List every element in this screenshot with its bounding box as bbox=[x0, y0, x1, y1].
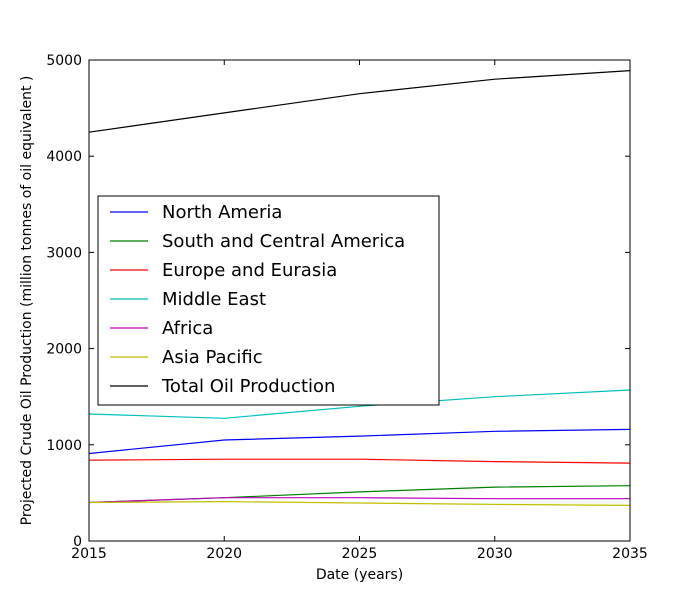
series-layer bbox=[88, 70, 631, 506]
y-axis-label: Projected Crude Oil Production (million … bbox=[19, 76, 35, 526]
x-axis-label: Date (years) bbox=[316, 567, 403, 583]
legend-label-2: Europe and Eurasia bbox=[162, 260, 337, 281]
legend-label-3: Middle East bbox=[162, 289, 266, 310]
x-tick-label: 2020 bbox=[206, 546, 242, 562]
legend: North Ameria South and Central America Eur… bbox=[97, 195, 440, 406]
x-tick-label: 2030 bbox=[477, 546, 513, 562]
legend-label-1: South and Central America bbox=[162, 231, 405, 252]
series-line-4 bbox=[88, 497, 630, 504]
legend-box bbox=[97, 195, 440, 406]
x-tick-label: 2015 bbox=[71, 546, 107, 562]
y-tick-label: 1000 bbox=[46, 438, 82, 454]
y-tick-label: 3000 bbox=[46, 245, 82, 261]
series-line-6 bbox=[88, 70, 631, 133]
x-tick-label: 2035 bbox=[612, 546, 648, 562]
y-tick-label: 5000 bbox=[46, 53, 82, 69]
legend-label-5: Asia Pacific bbox=[162, 347, 263, 368]
legend-label-4: Africa bbox=[162, 318, 213, 339]
y-tick-label: 2000 bbox=[46, 342, 82, 358]
series-line-5 bbox=[88, 500, 631, 506]
y-tick-label: 0 bbox=[73, 534, 82, 550]
series-line-3 bbox=[88, 389, 631, 419]
legend-label-6: Total Oil Production bbox=[161, 376, 335, 397]
x-tick-label: 2025 bbox=[342, 546, 378, 562]
series-line-0 bbox=[88, 428, 631, 455]
legend-label-0: North Ameria bbox=[162, 202, 282, 223]
y-tick-label: 4000 bbox=[46, 149, 82, 165]
series-line-2 bbox=[88, 458, 631, 464]
ticks-layer: 2015 2020 2025 2030 2035 0 1000 2000 3000 4000 500… bbox=[46, 53, 647, 562]
